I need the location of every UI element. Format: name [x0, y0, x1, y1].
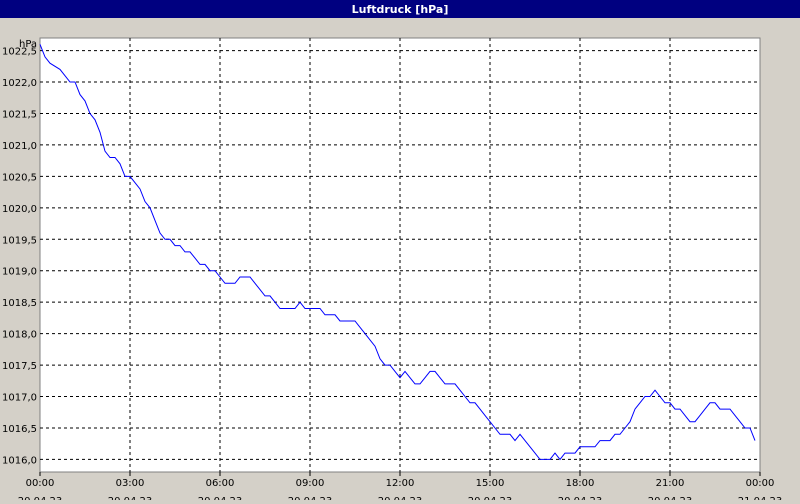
y-tick-label: 1019,5 [2, 235, 37, 246]
y-tick-label: 1020,5 [2, 172, 37, 183]
pressure-line-chart: 1016,0 1016,5 1017,0 1017,5 1018,0 1018,5 1019… [2, 37, 783, 504]
x-tick-time-label: 18:00 [566, 478, 595, 489]
x-tick-date-label: 20.04.23 [288, 496, 333, 500]
y-tick-label: 1022,0 [2, 78, 37, 89]
x-tick-time-label: 15:00 [476, 478, 505, 489]
x-tick-date-label: 20.04.23 [18, 496, 63, 500]
y-tick-label: 1018,5 [2, 298, 37, 309]
x-tick-time-label: 00:00 [26, 478, 55, 489]
x-tick-time-label: 06:00 [206, 478, 235, 489]
y-tick-label: 1017,0 [2, 393, 37, 404]
y-tick-label: 1018,0 [2, 330, 37, 341]
y-tick-label: 1021,5 [2, 109, 37, 120]
y-tick-label: 1021,0 [2, 141, 37, 152]
x-axis: 00:00 20.04.23 03:00 20.04.23 06:00 20.04.23 0… [18, 472, 783, 504]
y-tick-label: 1016,5 [2, 424, 37, 435]
y-tick-label: 1016,0 [2, 455, 37, 466]
x-tick-date-label: 20.04.23 [378, 496, 423, 500]
y-tick-label: 1019,0 [2, 267, 37, 278]
x-tick-date-label: 20.04.23 [558, 496, 603, 500]
pressure-series-line [39, 44, 756, 461]
x-tick-date-label: 20.04.23 [648, 496, 693, 500]
x-tick-time-label: 00:00 [746, 478, 775, 489]
x-tick-time-label: 12:00 [386, 478, 415, 489]
gridlines [40, 38, 760, 472]
chart-title: Luftdruck [hPa] [0, 0, 800, 18]
x-tick-date-label: 21.04.23 [738, 496, 783, 500]
x-tick-time-label: 09:00 [296, 478, 325, 489]
x-tick-time-label: 03:00 [116, 478, 145, 489]
x-tick-date-label: 20.04.23 [468, 496, 513, 500]
y-tick-label: 1020,0 [2, 204, 37, 215]
chart-area: 1016,0 1016,5 1017,0 1017,5 1018,0 1018,5 1019… [0, 18, 800, 504]
y-tick-label: 1017,5 [2, 361, 37, 372]
x-tick-date-label: 20.04.23 [108, 496, 153, 500]
x-tick-date-label: 20.04.23 [198, 496, 243, 500]
x-tick-time-label: 21:00 [656, 478, 685, 489]
y-tick-label: 1022,5 [2, 47, 37, 58]
y-axis-label: hPa [19, 39, 37, 50]
y-axis: 1016,0 1016,5 1017,0 1017,5 1018,0 1018,5 1019… [2, 47, 37, 467]
